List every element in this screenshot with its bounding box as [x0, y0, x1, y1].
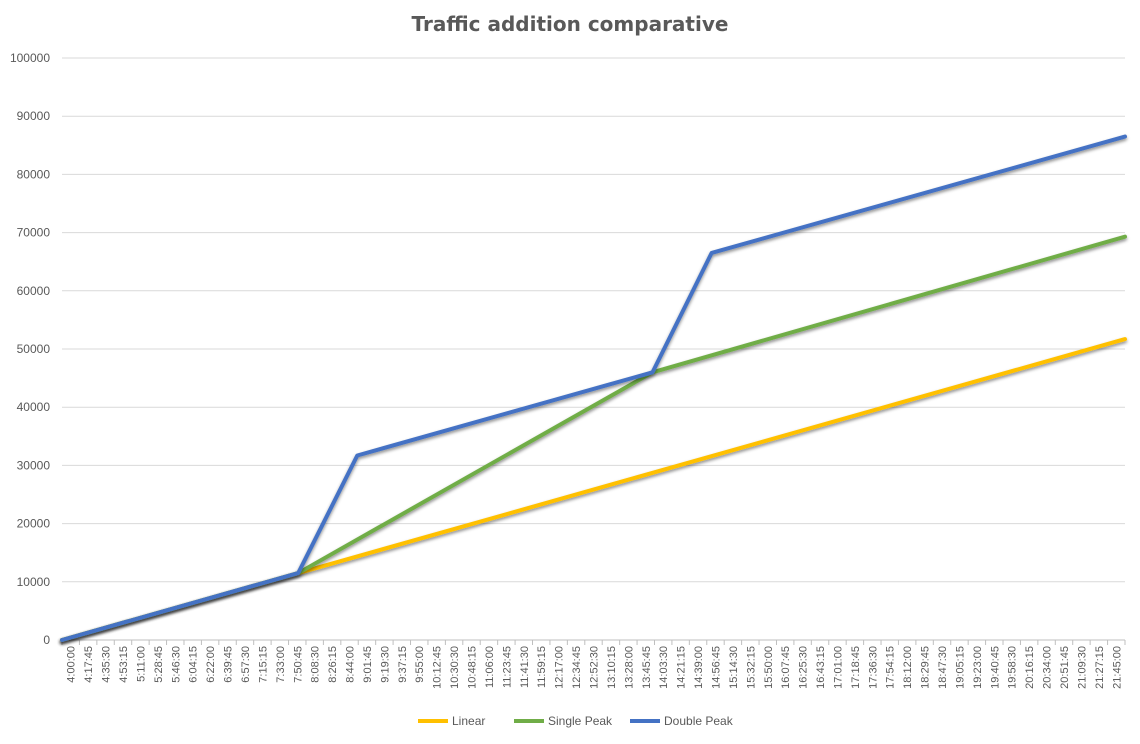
x-tick-label: 8:26:15 — [327, 646, 339, 683]
series-line-double-peak — [60, 134, 1127, 642]
x-tick-label: 18:47:30 — [937, 646, 949, 689]
x-tick-label: 18:12:00 — [902, 646, 914, 689]
x-tick-label: 14:03:30 — [658, 646, 670, 689]
y-tick-label: 50000 — [17, 342, 51, 356]
y-tick-label: 0 — [43, 633, 50, 647]
series-line-single-peak — [60, 234, 1127, 642]
x-tick-label: 8:08:30 — [310, 646, 322, 683]
x-tick-label: 6:22:00 — [205, 646, 217, 683]
y-tick-label: 100000 — [10, 51, 50, 65]
y-tick-label: 90000 — [17, 109, 51, 123]
x-tick-label: 13:28:00 — [623, 646, 635, 689]
x-tick-label: 21:45:00 — [1111, 646, 1123, 689]
x-tick-label: 12:52:30 — [589, 646, 601, 689]
x-tick-label: 17:01:00 — [832, 646, 844, 689]
x-tick-label: 19:05:15 — [954, 646, 966, 689]
x-tick-label: 16:25:30 — [798, 646, 810, 689]
x-tick-label: 15:50:00 — [763, 646, 775, 689]
x-tick-label: 5:28:45 — [153, 646, 165, 683]
x-tick-label: 15:32:15 — [745, 646, 757, 689]
x-tick-label: 17:18:45 — [850, 646, 862, 689]
x-tick-label: 12:34:45 — [571, 646, 583, 689]
x-tick-label: 6:04:15 — [188, 646, 200, 683]
x-tick-label: 21:09:30 — [1076, 646, 1088, 689]
x-tick-label: 6:39:45 — [223, 646, 235, 683]
x-tick-label: 4:17:45 — [83, 646, 95, 683]
x-tick-label: 16:07:45 — [780, 646, 792, 689]
gridlines — [62, 57, 1125, 641]
y-tick-label: 80000 — [17, 167, 51, 181]
x-tick-label: 20:34:00 — [1042, 646, 1054, 689]
x-tick-label: 5:46:30 — [170, 646, 182, 683]
legend: Linear Single Peak Double Peak — [418, 714, 734, 728]
x-tick-label: 4:00:00 — [66, 646, 78, 683]
x-tick-label: 19:23:00 — [972, 646, 984, 689]
y-tick-label: 20000 — [17, 517, 51, 531]
x-tick-label: 16:43:15 — [815, 646, 827, 689]
x-tick-label: 12:17:00 — [554, 646, 566, 689]
x-tick-label: 7:15:15 — [257, 646, 269, 683]
y-axis: 0 10000 20000 30000 40000 50000 60000 70000 8000… — [10, 51, 50, 647]
y-tick-label: 10000 — [17, 575, 51, 589]
x-tick-label: 19:40:45 — [989, 646, 1001, 689]
x-tick-label: 20:16:15 — [1024, 646, 1036, 689]
x-tick-label: 4:35:30 — [101, 646, 113, 683]
y-tick-label: 30000 — [17, 458, 51, 472]
x-tick-label: 10:12:45 — [432, 646, 444, 689]
x-tick-label: 9:55:00 — [414, 646, 426, 683]
x-tick-label: 20:51:45 — [1059, 646, 1071, 689]
x-tick-label: 18:29:45 — [920, 646, 932, 689]
x-axis: 4:00:00 4:17:45 4:35:30 4:53:15 5:11:00 5:28:… — [61, 640, 1126, 689]
x-tick-label: 17:54:15 — [885, 646, 897, 689]
x-tick-label: 11:23:45 — [501, 646, 513, 688]
x-tick-label: 4:53:15 — [118, 646, 130, 683]
x-tick-label: 6:57:30 — [240, 646, 252, 683]
x-tick-label: 11:41:30 — [519, 646, 531, 688]
x-tick-label: 9:19:30 — [379, 646, 391, 683]
x-tick-label: 5:11:00 — [135, 646, 147, 682]
x-tick-label: 14:39:00 — [693, 646, 705, 689]
series-lines — [60, 134, 1127, 642]
x-tick-label: 13:45:45 — [641, 646, 653, 689]
x-tick-label: 8:44:00 — [345, 646, 357, 683]
legend-label-linear: Linear — [452, 714, 485, 728]
x-tick-label: 11:59:15 — [536, 646, 548, 688]
x-tick-label: 14:21:15 — [676, 646, 688, 689]
x-tick-label: 17:36:30 — [867, 646, 879, 689]
x-tick-label: 9:01:45 — [362, 646, 374, 683]
legend-label-double-peak: Double Peak — [664, 714, 734, 728]
x-tick-label: 7:33:00 — [275, 646, 287, 683]
y-tick-label: 70000 — [17, 226, 51, 240]
y-tick-label: 40000 — [17, 400, 51, 414]
x-tick-label: 10:48:15 — [467, 646, 479, 689]
y-tick-label: 60000 — [17, 284, 51, 298]
x-tick-label: 19:58:30 — [1007, 646, 1019, 689]
x-tick-label: 11:06:00 — [484, 646, 496, 688]
legend-label-single-peak: Single Peak — [548, 714, 613, 728]
x-tick-label: 10:30:30 — [449, 646, 461, 689]
x-tick-label: 13:10:15 — [606, 646, 618, 689]
x-tick-label: 9:37:15 — [397, 646, 409, 683]
x-tick-label: 15:14:30 — [728, 646, 740, 689]
x-tick-label: 21:27:15 — [1094, 646, 1106, 689]
chart-title: Traffic addition comparative — [411, 12, 729, 36]
x-tick-label: 14:56:45 — [710, 646, 722, 689]
x-tick-label: 7:50:45 — [292, 646, 304, 683]
